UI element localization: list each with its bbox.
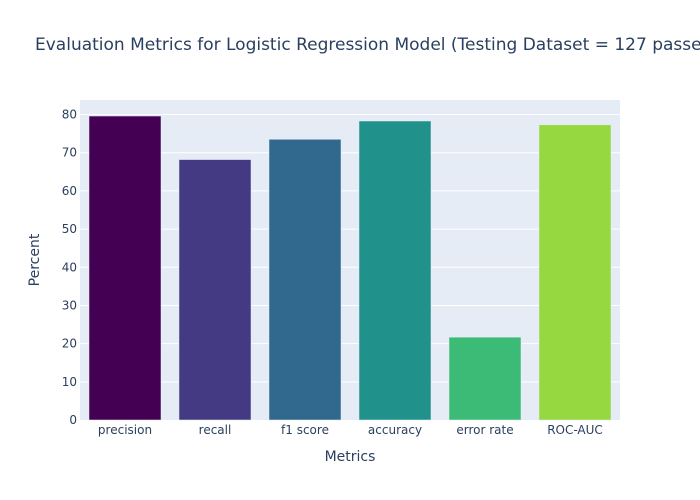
y-tick-label: 30 [62, 298, 77, 312]
chart-title: Evaluation Metrics for Logistic Regressi… [35, 35, 700, 55]
x-tick-label: recall [199, 423, 232, 437]
bar-roc-auc [538, 124, 612, 421]
bars [88, 115, 612, 421]
x-tick-label: error rate [456, 423, 513, 437]
y-axis-title: Percent [27, 233, 43, 286]
x-axis-title: Metrics [325, 449, 376, 465]
gridlines [80, 114, 620, 383]
y-tick-label: 70 [62, 146, 77, 160]
y-axis-ticks: 0 10 20 30 40 50 60 70 80 [62, 108, 77, 427]
y-tick-label: 0 [69, 413, 77, 427]
y-tick-label: 60 [62, 184, 77, 198]
y-tick-label: 20 [62, 337, 77, 351]
plot-area [80, 100, 620, 420]
x-tick-label: precision [98, 423, 152, 437]
x-tick-label: f1 score [281, 423, 329, 437]
y-tick-label: 80 [62, 108, 77, 122]
y-tick-label: 40 [62, 260, 77, 274]
bar-recall [178, 159, 252, 421]
bar-precision [88, 115, 162, 421]
y-tick-label: 50 [62, 222, 77, 236]
y-tick-label: 10 [62, 375, 77, 389]
bar-f1-score [268, 139, 342, 421]
x-tick-label: ROC-AUC [547, 423, 603, 437]
bar-accuracy [358, 120, 432, 421]
x-tick-label: accuracy [368, 423, 422, 437]
x-axis-ticks: precision recall f1 score accuracy error rat… [98, 423, 603, 437]
bar-error-rate [448, 336, 522, 421]
